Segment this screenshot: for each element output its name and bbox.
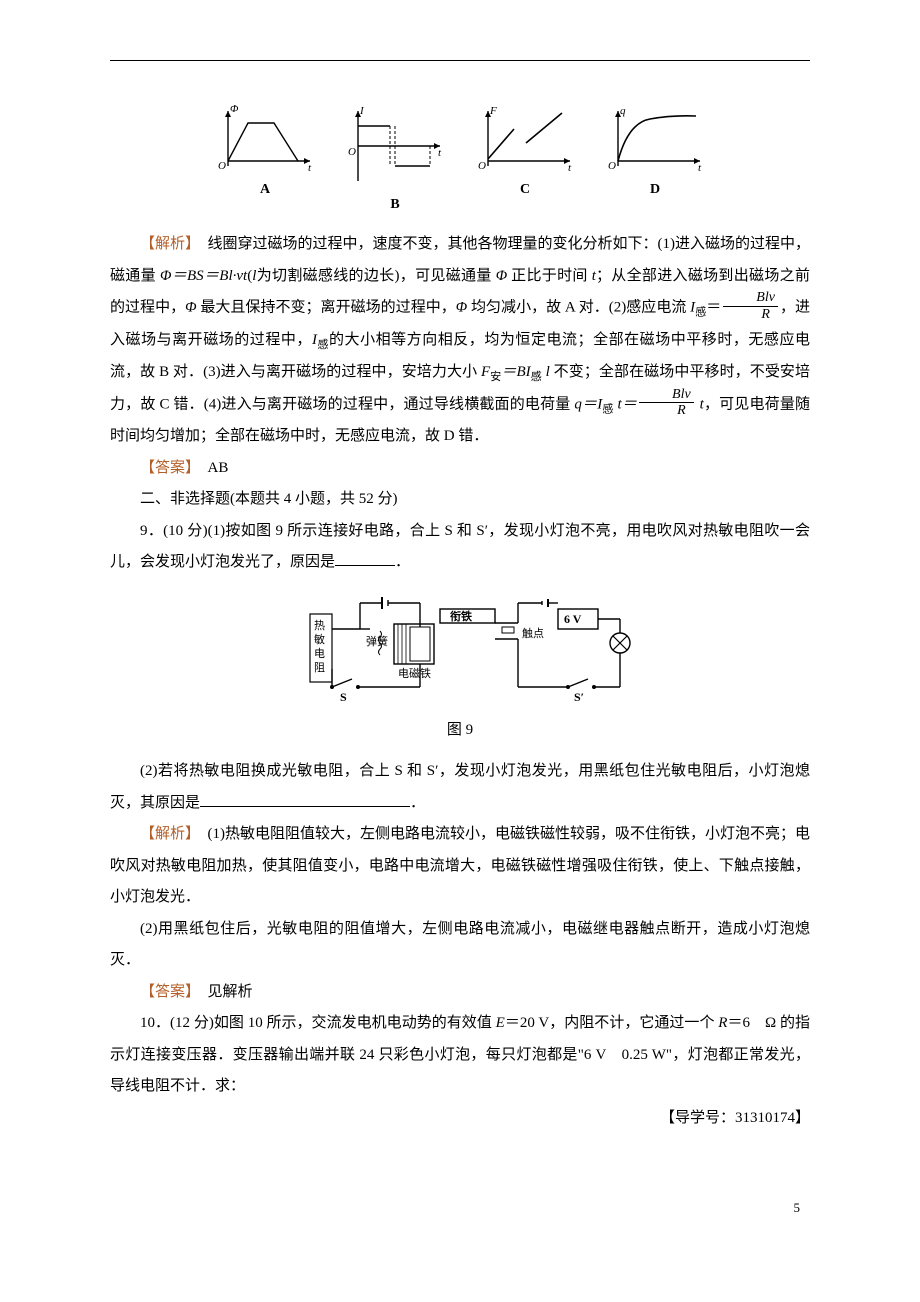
graph-a-svg: Φ O t — [210, 101, 320, 171]
phi3: Φ — [456, 300, 467, 316]
ind-sub4: 感 — [602, 403, 613, 415]
analysis-label: 【解析】 — [140, 236, 193, 252]
graph-b-svg: I O t — [340, 101, 450, 186]
q10-ref: 【导学号：31310174】 — [110, 1103, 810, 1135]
left-label-4: 阻 — [314, 661, 325, 674]
axis-x-a: t — [308, 162, 312, 171]
q9-period1: ． — [395, 554, 410, 570]
circuit-svg: 热 敏 电 阻 弹簧 电磁铁 衔铁 触点 S 6 V — [270, 589, 650, 709]
F-eq: ＝BI — [501, 364, 530, 380]
frac1: BlvR — [723, 290, 778, 322]
graph-a-label: A — [260, 175, 270, 204]
graph-b-label: B — [390, 190, 399, 219]
answer-label: 【答案】 — [140, 460, 193, 476]
axis-origin-a: O — [218, 160, 226, 171]
analysis2-p1: 【解析】 (1)热敏电阻阻值较大，左侧电路电流较小，电磁铁磁性较弱，吸不住衔铁，… — [110, 819, 810, 914]
graphs-row: Φ O t A I O t B — [110, 101, 810, 219]
axis-x-c: t — [568, 162, 572, 171]
frac1-den: R — [723, 307, 778, 322]
frac2: BlvR — [639, 387, 694, 419]
q-eq: q＝I — [574, 396, 602, 412]
graph-d-svg: q O t — [600, 101, 710, 171]
circuit-caption: 图 9 — [447, 715, 473, 747]
switch-sp: S′ — [574, 690, 584, 704]
axis-y-phi: Φ — [230, 103, 239, 115]
switch-s: S — [340, 690, 347, 704]
analysis-t1d: 正比于时间 — [507, 268, 592, 284]
axis-origin-c: O — [478, 160, 486, 171]
phi-eq: Φ＝BS＝Bl·vt — [160, 268, 247, 284]
graph-c-label: C — [520, 175, 530, 204]
analysis-t1f: 最大且保持不变；离开磁场的过程中， — [197, 300, 456, 316]
left-label-1: 热 — [314, 619, 325, 632]
frac2-den: R — [639, 403, 694, 418]
axis-y-q: q — [620, 105, 626, 117]
phi1: Φ — [496, 268, 507, 284]
armature-label: 衔铁 — [450, 609, 472, 623]
graph-c-svg: F O t — [470, 101, 580, 171]
t-tail: t — [696, 396, 704, 412]
left-label-3: 电 — [314, 647, 325, 660]
graph-c: F O t C — [470, 101, 580, 219]
analysis2-p2: (2)用黑纸包住后，光敏电阻的阻值增大，左侧电路电流减小，电磁继电器触点断开，造… — [110, 914, 810, 977]
analysis-p1: 【解析】 线圈穿过磁场的过程中，速度不变，其他各物理量的变化分析如下：(1)进入… — [110, 229, 810, 453]
q10-lead-a: 10．(12 分)如图 10 所示，交流发电机电动势的有效值 — [140, 1015, 496, 1031]
frac2-num: Blv — [639, 387, 694, 403]
ind-sub3: 感 — [531, 371, 542, 383]
axis-x-b: t — [438, 147, 442, 159]
analysis-t1c: 为切割磁感线的边长)，可见磁通量 — [256, 268, 495, 284]
frac1-num: Blv — [723, 290, 778, 306]
ind-sub2: 感 — [317, 339, 329, 351]
graph-d-label: D — [650, 175, 660, 204]
graph-a: Φ O t A — [210, 101, 320, 219]
q9-lead: 9．(10 分)(1)按如图 9 所示连接好电路，合上 S 和 S′，发现小灯泡… — [110, 516, 810, 579]
voltage-label: 6 V — [564, 612, 582, 626]
answer-text: AB — [193, 460, 229, 476]
l-var: l — [542, 364, 554, 380]
amp-sub: 安 — [490, 371, 501, 383]
contact-label: 触点 — [522, 626, 544, 640]
analysis2-t1: (1)热敏电阻阻值较大，左侧电路电流较小，电磁铁磁性较弱，吸不住衔铁，小灯泡不亮… — [110, 826, 810, 905]
q9-period2: ． — [410, 795, 425, 811]
q9-lead-text: 9．(10 分)(1)按如图 9 所示连接好电路，合上 S 和 S′，发现小灯泡… — [110, 523, 810, 571]
F-amp: F — [481, 364, 490, 380]
graph-b: I O t B — [340, 101, 450, 219]
spring-label: 弹簧 — [366, 634, 388, 648]
section2-heading: 二、非选择题(本题共 4 小题，共 52 分) — [110, 484, 810, 516]
circuit-container: 热 敏 电 阻 弹簧 电磁铁 衔铁 触点 S 6 V — [110, 589, 810, 747]
top-rule — [110, 60, 810, 61]
blank-1 — [335, 551, 395, 566]
answer-p: 【答案】 AB — [110, 453, 810, 485]
left-label-2: 敏 — [314, 632, 325, 646]
answer2-text: 见解析 — [193, 984, 253, 1000]
answer2-label: 【答案】 — [140, 984, 193, 1000]
q10-E: E — [496, 1015, 505, 1031]
answer2-p: 【答案】 见解析 — [110, 977, 810, 1009]
eq1: ＝ — [706, 300, 721, 316]
ind-sub1: 感 — [695, 307, 706, 319]
axis-origin-d: O — [608, 160, 616, 171]
graph-d: q O t D — [600, 101, 710, 219]
page-number: 5 — [110, 1194, 810, 1221]
analysis-t2a: 均匀减小，故 A 对．(2)感应电流 — [467, 300, 690, 316]
q10-lead: 10．(12 分)如图 10 所示，交流发电机电动势的有效值 E＝20 V，内阻… — [110, 1008, 810, 1103]
magnet-label: 电磁铁 — [398, 667, 431, 680]
axis-y-f: F — [489, 105, 497, 117]
axis-y-i: I — [359, 105, 365, 117]
analysis2-label: 【解析】 — [140, 826, 193, 842]
blank-2 — [200, 792, 410, 807]
axis-x-d: t — [698, 162, 702, 171]
t-eq: t＝ — [614, 396, 637, 412]
axis-origin-b: O — [348, 146, 356, 158]
q10-lead-a2: ＝20 V，内阻不计，它通过一个 — [505, 1015, 718, 1031]
phi2: Φ — [185, 300, 196, 316]
q9-2: (2)若将热敏电阻换成光敏电阻，合上 S 和 S′，发现小灯泡发光，用黑纸包住光… — [110, 756, 810, 819]
